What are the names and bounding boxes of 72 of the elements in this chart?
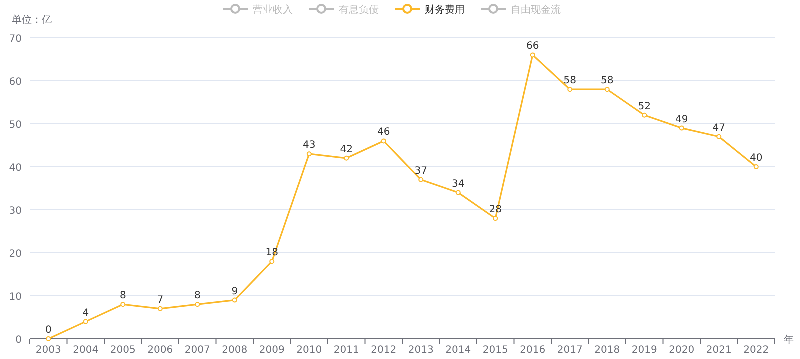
x-axis-title: 年 xyxy=(784,334,794,346)
data-label: 47 xyxy=(712,122,726,134)
y-tick-label: 40 xyxy=(9,163,22,174)
x-tick-label: 2014 xyxy=(446,345,472,356)
x-tick-label: 2015 xyxy=(482,345,508,356)
y-tick-label: 0 xyxy=(16,335,22,346)
x-tick-label: 2016 xyxy=(520,345,546,356)
point xyxy=(232,298,238,303)
data-label: 0 xyxy=(45,325,52,336)
x-tick-label: 2003 xyxy=(36,345,62,356)
data-label: 9 xyxy=(232,286,238,298)
x-tick-label: 2011 xyxy=(334,345,360,356)
data-label: 46 xyxy=(378,127,390,138)
data-label: 58 xyxy=(601,76,614,87)
x-tick-label: 2019 xyxy=(632,345,658,356)
point xyxy=(83,319,88,324)
x-tick-label: 2013 xyxy=(408,345,434,356)
point xyxy=(530,52,536,58)
x-tick-label: 2018 xyxy=(594,345,620,356)
point xyxy=(418,177,424,182)
legend-label: 自由现金流 xyxy=(511,4,561,16)
y-tick-label: 20 xyxy=(9,249,22,260)
data-label: 37 xyxy=(414,166,428,177)
point xyxy=(270,259,275,264)
x-tick-label: 2021 xyxy=(706,345,732,356)
x-tick-label: 2006 xyxy=(148,345,174,356)
data-label: 8 xyxy=(194,290,201,302)
legend-label: 营业收入 xyxy=(253,4,293,16)
x-tick-label: 2017 xyxy=(557,345,583,356)
data-label: 7 xyxy=(157,294,164,306)
data-label: 40 xyxy=(750,153,763,164)
y-tick-label: 60 xyxy=(9,77,22,88)
point xyxy=(604,87,610,92)
y-axis-title: 单位：亿 xyxy=(12,14,52,26)
data-label: 43 xyxy=(303,140,316,152)
point xyxy=(344,156,350,161)
x-tick-label: 2010 xyxy=(296,345,322,356)
y-tick-label: 10 xyxy=(9,292,22,303)
x-tick-label: 2004 xyxy=(73,345,99,356)
data-label: 52 xyxy=(638,101,651,112)
legend-label: 财务费用 xyxy=(425,4,465,16)
point xyxy=(679,126,684,131)
point xyxy=(716,134,722,140)
legend-label: 有息负债 xyxy=(339,4,379,16)
y-tick-label: 70 xyxy=(9,34,22,45)
point xyxy=(306,152,312,157)
x-tick-label: 2020 xyxy=(669,345,695,356)
point xyxy=(754,164,759,170)
data-label: 49 xyxy=(676,114,688,126)
x-tick-label: 2009 xyxy=(259,345,285,356)
point xyxy=(642,112,648,118)
data-label: 8 xyxy=(120,290,126,302)
x-tick-label: 2012 xyxy=(371,345,397,356)
point xyxy=(195,302,200,308)
data-label: 42 xyxy=(340,144,353,156)
point xyxy=(568,87,573,92)
y-tick-label: 50 xyxy=(9,120,22,131)
x-tick-label: 2007 xyxy=(184,345,210,356)
x-tick-label: 2008 xyxy=(222,345,248,356)
point xyxy=(158,306,163,312)
x-tick-label: 2022 xyxy=(744,345,770,356)
data-label: 4 xyxy=(82,308,90,319)
y-tick-label: 30 xyxy=(9,206,22,217)
data-label: 66 xyxy=(526,41,540,52)
data-label: 58 xyxy=(564,76,576,87)
data-label: 34 xyxy=(452,178,465,190)
point xyxy=(46,336,52,342)
point xyxy=(456,190,461,196)
point xyxy=(381,138,386,144)
point xyxy=(120,302,126,308)
x-tick-label: 2005 xyxy=(110,345,136,356)
point xyxy=(493,216,498,222)
